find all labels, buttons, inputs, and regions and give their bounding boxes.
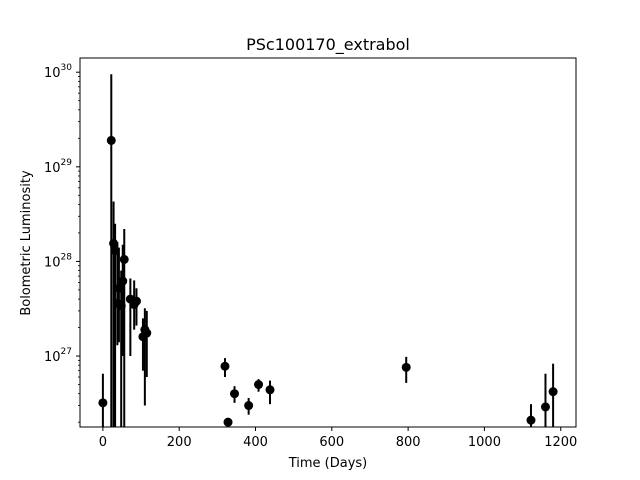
data-point	[540, 402, 550, 412]
x-tick-label: 600	[319, 435, 344, 450]
data-point	[223, 417, 233, 427]
data-point	[98, 398, 108, 408]
x-tick-label: 1200	[544, 435, 577, 450]
x-tick-label: 800	[396, 435, 421, 450]
data-point	[548, 387, 558, 397]
x-axis-ticks: 0 200 400 600 800 1000 1200	[99, 427, 577, 450]
data-point	[109, 238, 119, 248]
x-tick-label: 1000	[468, 435, 501, 450]
plot-area	[80, 58, 576, 427]
data-point	[265, 385, 275, 395]
y-axis-label: Bolometric Luminosity	[19, 170, 34, 316]
plot-background	[80, 58, 576, 427]
data-points	[98, 135, 558, 427]
data-point	[116, 301, 126, 311]
x-tick-label: 400	[243, 435, 268, 450]
data-point	[118, 276, 128, 286]
y-tick-label: 1027	[44, 347, 72, 365]
data-point	[106, 135, 116, 145]
data-point	[230, 389, 240, 399]
y-axis-ticks: 1027 1028 1029 1030	[44, 63, 80, 423]
x-tick-label: 0	[99, 435, 107, 450]
plot-frame	[79, 57, 577, 428]
y-tick-label: 1028	[44, 252, 72, 270]
data-point	[254, 380, 264, 390]
y-tick-label: 1030	[44, 63, 72, 81]
data-point	[114, 283, 124, 293]
data-point	[142, 328, 152, 338]
y-tick-label: 1029	[44, 158, 72, 176]
data-point	[131, 296, 141, 306]
data-point	[244, 401, 254, 411]
data-point	[526, 415, 536, 425]
data-point	[220, 361, 230, 371]
data-point	[110, 246, 120, 256]
data-point	[119, 254, 129, 264]
x-axis-label: Time (Days)	[288, 456, 368, 471]
x-tick-label: 200	[167, 435, 192, 450]
chart-title: PSc100170_extrabol	[246, 35, 410, 55]
data-point	[401, 362, 411, 372]
